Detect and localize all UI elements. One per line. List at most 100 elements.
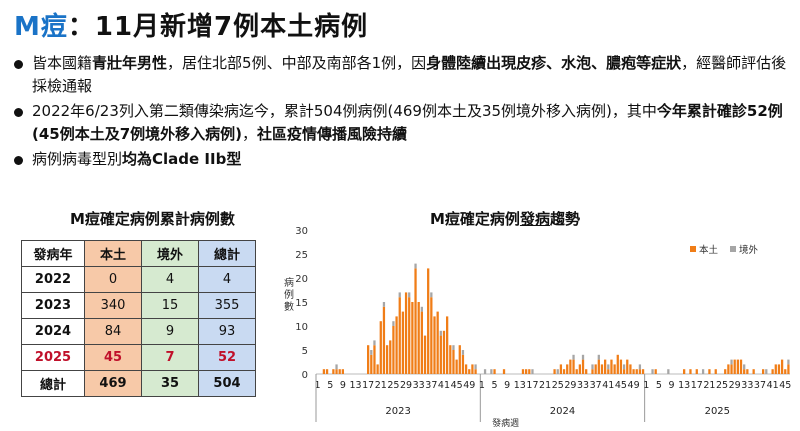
y-tick-label: 30 [295,226,308,237]
x-tick-label: 13 [349,380,361,391]
bar-imported [483,369,487,374]
bar-local [787,364,790,374]
x-tick-label: 41 [438,380,450,391]
x-tick-label: 25 [387,380,399,391]
bar-local [335,369,338,374]
bar-imported [452,345,455,350]
bar-imported [591,364,594,370]
table-cell: 2023 [21,292,85,319]
bar-local [619,359,623,374]
bar-imported [430,292,433,298]
bar-local [654,369,657,374]
bar-local [332,369,335,374]
bar-local [417,302,420,374]
x-tick-label: 9 [504,380,510,391]
bar-imported [622,364,626,370]
bar-local [382,306,386,374]
x-tick-label: 21 [703,380,715,391]
bar-local [322,369,326,374]
bar-local [325,369,329,374]
bar-local [736,359,739,374]
bar-local [373,345,376,374]
bar-local [575,369,578,374]
x-tick-label: 33 [741,380,753,391]
bar-local [389,340,392,374]
table-cell: 45 [84,344,142,371]
x-tick-label: 1 [479,380,485,391]
title-headline: ：11月新增7例本土病例 [67,12,369,42]
bar-local [727,364,730,374]
bar-imported [382,302,386,307]
chart-title-underlined: 發病 [519,210,550,228]
bar-local [430,297,433,374]
bar-imported [392,321,395,326]
x-tick-label: 45 [779,380,791,391]
bar-local [641,369,645,374]
bar-local [613,364,616,374]
bar-local [341,369,344,374]
bar-local [610,359,613,374]
bar-local [411,302,414,374]
bar-local [739,359,743,374]
bar-local [392,326,395,374]
x-tick-label: 13 [514,380,526,391]
bar-local [553,369,556,374]
bar-imported [474,364,477,370]
x-tick-label: 41 [602,380,614,391]
bar-local [521,369,525,374]
bullet-list: 皆本國籍青壯年男性，居住北部5例、中部及南部各1例，因身體陸續出現皮疹、水泡、膿… [12,52,788,173]
x-tick-label: 21 [375,380,387,391]
bar-local [730,364,733,374]
bar-imported [765,369,768,374]
x-tick-label: 1 [315,380,321,391]
y-tick-label: 0 [302,370,308,381]
legend-swatch [730,246,736,252]
table-cell: 52 [198,344,256,371]
bar-local [616,354,619,374]
bar-local [762,369,765,374]
table-cell: 2024 [21,318,85,345]
slide-title: M痘：11月新增7例本土病例 [14,6,368,43]
bar-local [502,369,506,374]
x-axis-label: 發病週 [492,417,519,427]
bar-imported [373,340,376,346]
bullet-text: 青壯年男性 [92,54,168,72]
x-tick-label: 45 [451,380,463,391]
bar-imported [556,369,559,374]
y-tick-label: 25 [295,250,308,261]
bar-local [746,369,749,374]
x-tick-label: 5 [327,380,333,391]
bar-local [578,364,581,374]
table-cell: 總計 [21,370,85,397]
table-row: 總計 469 35 504 [21,370,256,397]
y-axis-label: 病例數 [284,276,294,313]
bar-imported [370,350,373,355]
x-tick-label: 29 [564,380,576,391]
bar-local [632,369,635,374]
title-disease: M痘 [14,12,68,42]
table-cell: 340 [84,292,142,319]
bar-local [566,364,569,374]
table-cell: 84 [84,318,142,345]
table-header-cell: 境外 [141,240,199,267]
bar-local [629,364,632,374]
bar-local [638,369,642,374]
bar-local [559,364,563,374]
bullet-text: ， [242,125,258,143]
x-tick-label: 45 [615,380,627,391]
bar-local [398,297,401,374]
x-tick-label: 13 [678,380,690,391]
legend-label: 境外 [739,244,759,256]
x-tick-label: 25 [716,380,728,391]
bar-local [408,297,411,374]
bar-imported [414,263,417,269]
bar-local [771,369,774,374]
bar-local [423,335,427,374]
table-cell: 93 [198,318,256,345]
x-tick-label: 37 [590,380,602,391]
x-tick-label: 29 [400,380,412,391]
bar-local [474,369,477,374]
bar-imported [787,359,790,365]
bar-local [635,369,638,374]
bar-imported [531,369,534,374]
